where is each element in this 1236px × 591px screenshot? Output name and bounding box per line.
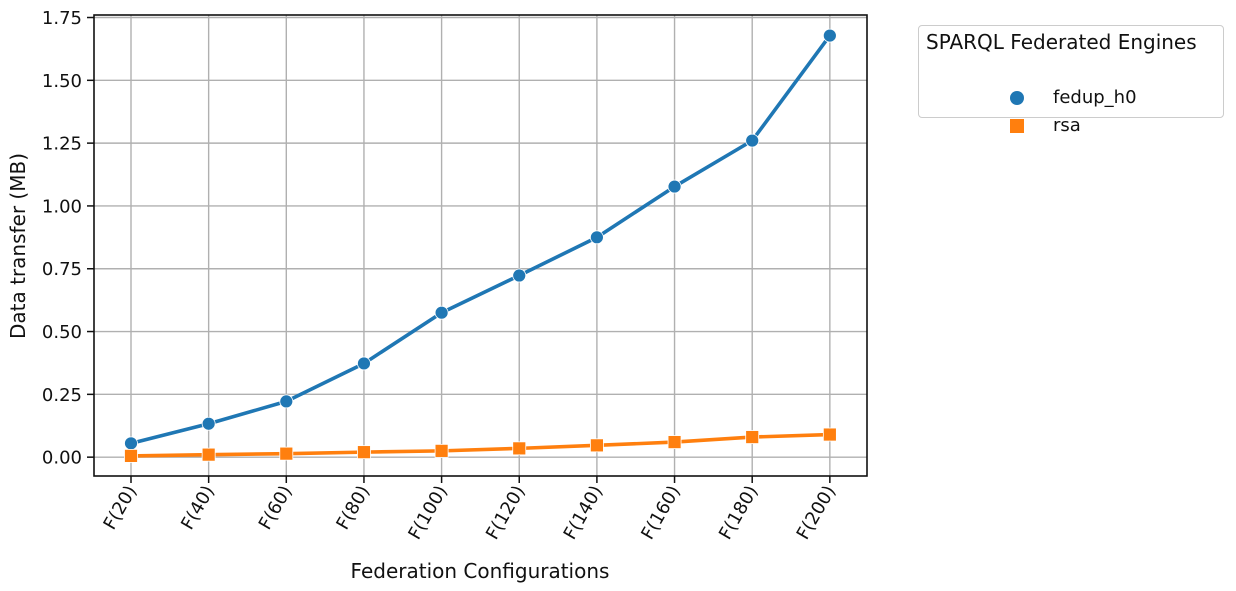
legend-entry-rsa: rsa — [919, 114, 1223, 138]
legend-marker-circle — [1010, 91, 1024, 105]
series-line-rsa — [129, 432, 832, 458]
data-point-fedup-h0 — [124, 436, 138, 451]
series-line-fedup-h0 — [129, 33, 832, 446]
y-tick-label: 1.25 — [42, 134, 82, 155]
data-point-fedup-h0 — [667, 179, 682, 194]
data-point-rsa — [667, 435, 682, 449]
y-tick-label: 0.50 — [42, 322, 82, 343]
data-point-rsa — [279, 446, 294, 461]
legend-marker-square — [1010, 119, 1024, 133]
data-point-rsa — [512, 441, 527, 456]
y-axis: 0.00 0.25 0.50 0.75 1.00 1.25 1.50 1.75 — [42, 8, 94, 469]
data-point-fedup-h0 — [357, 356, 371, 371]
x-tick-label: F(180) — [715, 482, 763, 543]
y-tick-label: 0.25 — [42, 385, 82, 406]
y-tick-label: 1.75 — [42, 8, 82, 29]
x-tick-label: F(40) — [177, 482, 219, 533]
data-point-rsa — [434, 443, 449, 458]
legend-entry-fedup-h0: fedup_h0 — [919, 86, 1223, 110]
x-tick-label: F(80) — [332, 482, 374, 533]
data-point-rsa — [357, 445, 371, 460]
y-tick-label: 0.00 — [42, 448, 82, 469]
legend-label: rsa — [1053, 115, 1081, 136]
series-layer — [124, 28, 837, 463]
grid-lines — [94, 15, 867, 476]
data-point-fedup-h0 — [434, 305, 449, 320]
data-point-fedup-h0 — [279, 394, 294, 409]
x-axis: F(20) F(40) F(60) F(80) F(100) F(120) F(140) F(… — [99, 476, 840, 543]
x-tick-label: F(140) — [560, 482, 608, 543]
plot-frame — [93, 14, 868, 477]
data-point-rsa — [745, 430, 760, 444]
legend: SPARQL Federated Engines fedup_h0 rsa — [918, 25, 1224, 136]
data-point-rsa — [124, 449, 138, 463]
data-point-fedup-h0 — [590, 230, 604, 245]
data-point-rsa — [201, 447, 216, 462]
x-tick-label: F(20) — [99, 482, 141, 533]
data-point-fedup-h0 — [822, 28, 837, 43]
legend-title: SPARQL Federated Engines — [926, 30, 1197, 54]
x-tick-label: F(100) — [404, 482, 452, 543]
x-tick-label: F(200) — [793, 482, 841, 543]
x-tick-label: F(60) — [255, 482, 297, 533]
data-point-fedup-h0 — [745, 133, 760, 148]
y-tick-label: 1.50 — [42, 71, 82, 92]
x-tick-label: F(120) — [482, 482, 530, 543]
y-tick-label: 1.00 — [42, 196, 82, 217]
x-tick-label: F(160) — [637, 482, 685, 543]
y-axis-label: Data transfer (MB) — [6, 153, 30, 339]
x-axis-label: Federation Configurations — [351, 559, 610, 583]
y-tick-label: 0.75 — [42, 259, 82, 280]
data-point-fedup-h0 — [201, 416, 216, 431]
data-point-rsa — [590, 438, 604, 453]
legend-label: fedup_h0 — [1053, 87, 1137, 108]
data-point-rsa — [822, 427, 837, 442]
data-point-fedup-h0 — [512, 268, 527, 283]
